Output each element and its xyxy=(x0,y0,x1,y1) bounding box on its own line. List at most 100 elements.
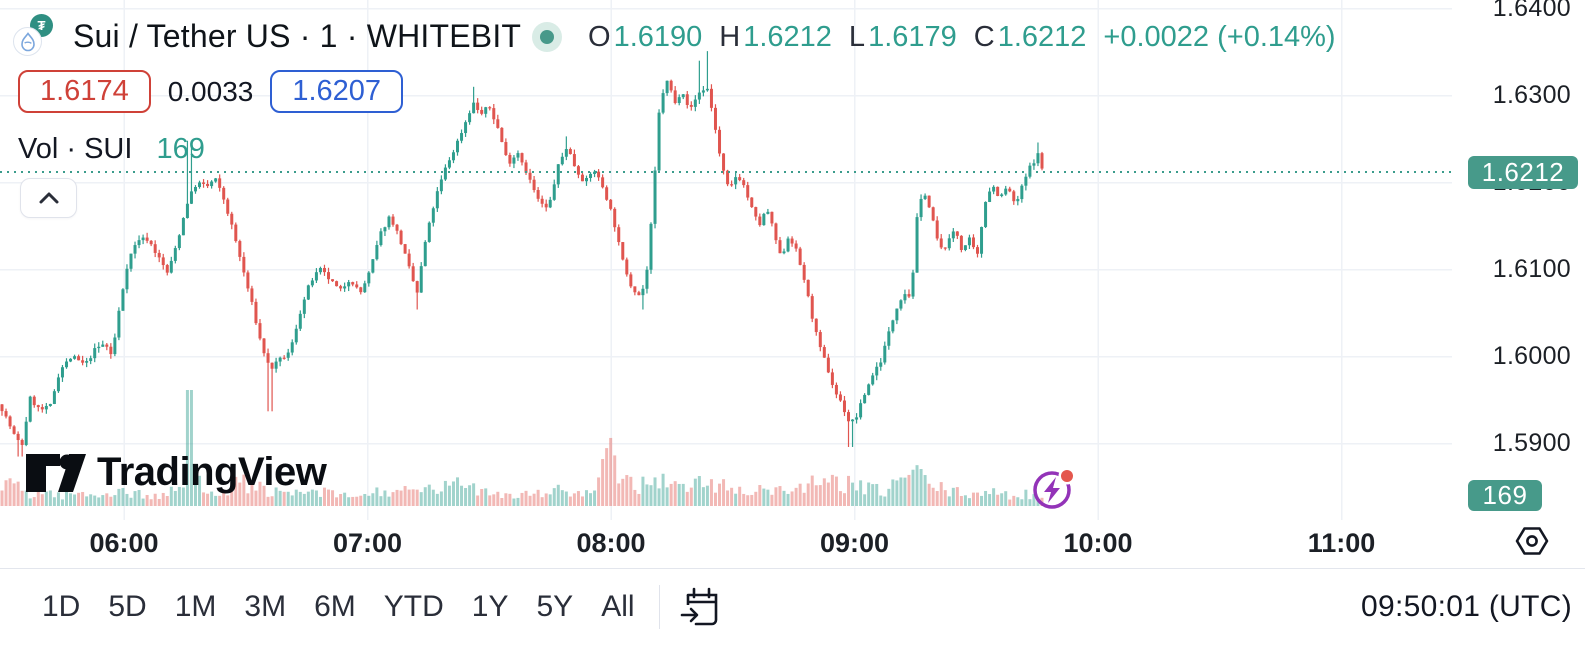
volume-bar xyxy=(44,491,48,506)
time-axis[interactable]: 06:00 07:00 08:00 09:00 10:00 11:00 xyxy=(0,522,1452,566)
candle-body xyxy=(681,94,685,98)
tradingview-logo-icon xyxy=(26,453,86,492)
volume-bar xyxy=(685,491,689,506)
candle-body xyxy=(722,153,726,171)
candle-body xyxy=(157,252,161,258)
range-button-1m[interactable]: 1M xyxy=(174,590,217,623)
candle-body xyxy=(911,272,915,297)
volume-bar xyxy=(939,482,943,506)
candle-body xyxy=(89,358,93,362)
candle-body xyxy=(4,411,8,417)
volume-bar xyxy=(931,487,935,506)
volume-bar xyxy=(927,483,931,506)
candle-body xyxy=(536,190,540,199)
price-chart[interactable] xyxy=(0,0,1452,565)
candle-body xyxy=(971,237,975,248)
candle-body xyxy=(290,342,294,353)
volume-bar xyxy=(226,495,230,506)
candle-body xyxy=(1024,176,1028,186)
range-button-5y[interactable]: 5Y xyxy=(536,590,574,623)
volume-bar xyxy=(137,489,141,506)
candle-body xyxy=(992,186,996,192)
volume-bar xyxy=(343,492,347,506)
symbol-title[interactable]: Sui / Tether US · 1 · WHITEBIT xyxy=(73,17,522,54)
volume-bar xyxy=(544,493,548,506)
toolbar-divider xyxy=(0,568,1585,569)
volume-bar xyxy=(423,487,427,506)
range-button-ytd[interactable]: YTD xyxy=(383,590,444,623)
candle-body xyxy=(105,344,109,347)
candle-body xyxy=(621,242,625,260)
volume-bar xyxy=(899,477,903,506)
candle-body xyxy=(552,184,556,200)
range-button-1d[interactable]: 1D xyxy=(42,590,81,623)
range-button-6m[interactable]: 6M xyxy=(314,590,356,623)
volume-bar xyxy=(363,494,367,506)
volume-study-row: Vol · SUI 169 xyxy=(18,133,205,166)
axis-settings-icon[interactable] xyxy=(1513,523,1550,559)
candle-body xyxy=(1004,188,1008,195)
volume-bar xyxy=(524,490,528,506)
volume-bar xyxy=(129,497,133,506)
go-to-date-button[interactable] xyxy=(680,585,722,629)
close-value: 1.6212 xyxy=(997,21,1087,53)
candle-body xyxy=(230,213,234,225)
sell-price-button[interactable]: 1.6174 xyxy=(18,70,151,113)
volume-bar xyxy=(617,483,621,506)
volume-bar xyxy=(766,489,770,506)
candle-body xyxy=(423,241,427,267)
volume-bar xyxy=(399,490,403,506)
candle-body xyxy=(867,384,871,395)
candle-body xyxy=(250,288,254,302)
range-button-3m[interactable]: 3M xyxy=(244,590,287,623)
symbol-logo[interactable]: ₮ xyxy=(11,13,65,59)
candle-body xyxy=(976,247,980,254)
volume-bar xyxy=(105,493,109,506)
candle-body xyxy=(480,109,484,114)
volume-bar xyxy=(468,485,472,506)
volume-bar xyxy=(85,496,89,506)
collapse-legend-button[interactable] xyxy=(20,178,77,218)
candle-body xyxy=(560,156,564,165)
candle-body xyxy=(653,170,657,224)
candle-body xyxy=(705,88,709,91)
volume-bar xyxy=(198,475,202,506)
candle-body xyxy=(697,92,701,100)
market-status-icon[interactable] xyxy=(532,22,562,52)
volume-bar xyxy=(984,490,988,506)
candle-body xyxy=(141,237,145,241)
candle-body xyxy=(726,170,730,185)
volume-bar xyxy=(532,493,536,506)
buy-price-button[interactable]: 1.6207 xyxy=(270,70,404,113)
candle-body xyxy=(343,286,347,289)
candle-body xyxy=(1000,194,1004,196)
candle-body xyxy=(568,149,572,155)
candle-body xyxy=(1020,185,1024,200)
candle-body xyxy=(927,195,931,208)
candle-body xyxy=(258,323,262,339)
price-axis-label: 1.6400 xyxy=(1492,0,1571,22)
candle-body xyxy=(193,187,197,192)
volume-bar xyxy=(443,480,447,506)
lightning-status-icon[interactable] xyxy=(1029,465,1077,513)
volume-bar xyxy=(661,473,665,506)
candle-body xyxy=(673,90,677,104)
range-button-1y[interactable]: 1Y xyxy=(471,590,509,623)
candle-body xyxy=(859,403,863,418)
volume-bar xyxy=(411,489,415,506)
volume-bar xyxy=(842,493,846,506)
volume-bar xyxy=(193,479,197,506)
volume-bar xyxy=(290,495,294,506)
volume-bar xyxy=(286,491,290,506)
range-button-all[interactable]: All xyxy=(601,590,635,623)
volume-bar xyxy=(951,487,955,506)
volume-bar xyxy=(649,485,653,506)
candle-body xyxy=(222,187,226,200)
tradingview-logo[interactable]: TradingView xyxy=(25,450,327,495)
volume-bar xyxy=(266,496,270,506)
range-button-5d[interactable]: 5D xyxy=(108,590,147,623)
volume-bar xyxy=(673,481,677,506)
volume-bar xyxy=(230,484,234,506)
